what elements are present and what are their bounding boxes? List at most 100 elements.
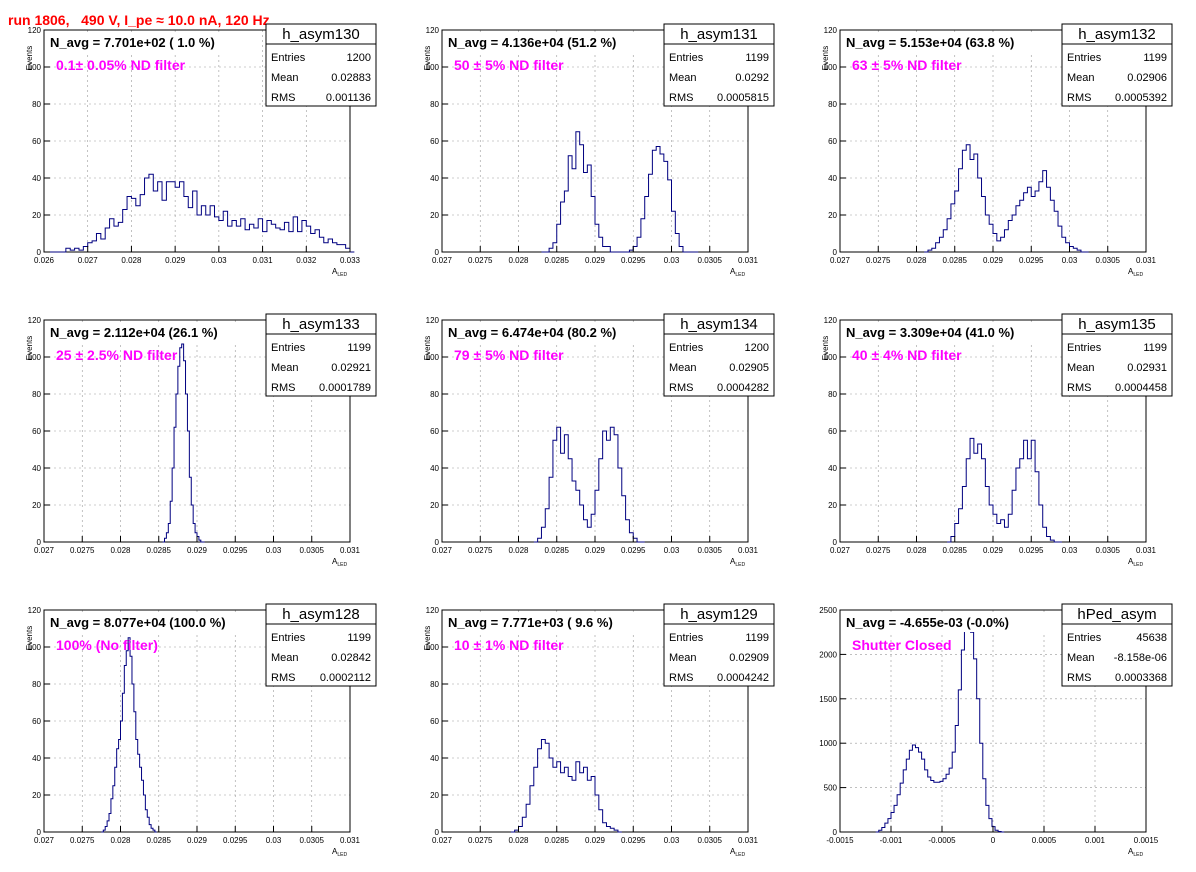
x-tick-label: 0.028 [906, 256, 927, 265]
y-tick-label: 40 [828, 174, 837, 183]
navg-label: N_avg = 7.771e+03 ( 9.6 %) [448, 615, 613, 630]
x-tick-label: 0.0275 [866, 256, 891, 265]
x-tick-label: 0.031 [738, 836, 759, 845]
histogram-name: h_asym134 [680, 316, 758, 333]
x-tick-label: 0.001 [1085, 836, 1106, 845]
y-tick-label: 40 [32, 464, 41, 473]
x-tick-label: -0.0015 [826, 836, 854, 845]
histogram-series [510, 739, 622, 833]
navg-label: N_avg = 5.153e+04 (63.8 %) [846, 35, 1014, 50]
y-tick-label: 1000 [819, 739, 837, 748]
x-tick-label: 0.029 [165, 256, 186, 265]
y-tick-label: 40 [430, 464, 439, 473]
y-tick-label: 2500 [819, 606, 837, 615]
filter-note: 0.1± 0.05% ND filter [56, 57, 186, 73]
stat-label-mean: Mean [669, 652, 697, 664]
stat-value-entries: 1199 [745, 52, 769, 64]
x-tick-label: 0.029 [585, 256, 606, 265]
y-tick-label: 80 [828, 390, 837, 399]
y-tick-label: 1500 [819, 695, 837, 704]
x-axis-label: ALED [1128, 557, 1143, 568]
filter-note: 63 ± 5% ND filter [852, 57, 962, 73]
stats-box [1061, 603, 1173, 687]
y-tick-label: 120 [824, 316, 838, 325]
x-tick-label: 0.027 [78, 256, 99, 265]
histogram-name: h_asym130 [282, 26, 360, 43]
x-tick-label: 0.028 [508, 836, 529, 845]
y-tick-label: 60 [828, 137, 837, 146]
y-axis-label: Events [423, 336, 432, 360]
histogram-series [162, 343, 205, 543]
stat-label-entries: Entries [669, 632, 704, 644]
panel-hPed_asym: -0.0015 -0.001 -0.0005 0 0.0005 0.001 0.0015 0 5… [819, 603, 1173, 858]
y-tick-label: 120 [426, 316, 440, 325]
panel-h_asym135: 0.027 0.0275 0.028 0.0285 0.029 0.0295 0.03 0.0… [821, 313, 1173, 568]
y-tick-label: 60 [32, 717, 41, 726]
stat-label-entries: Entries [669, 342, 704, 354]
stats-box [1061, 23, 1173, 107]
x-tick-label: 0.03 [664, 256, 680, 265]
x-tick-label: 0.0285 [147, 836, 172, 845]
x-tick-label: 0.0295 [621, 256, 646, 265]
panel-h_asym128: 0.027 0.0275 0.028 0.0285 0.029 0.0295 0.03 0.0… [25, 603, 377, 858]
x-axis-label: ALED [1128, 267, 1143, 278]
x-tick-label: 0.026 [34, 256, 55, 265]
x-tick-label: 0.031 [253, 256, 274, 265]
histogram-name: h_asym132 [1078, 26, 1156, 43]
x-tick-label: 0.0275 [866, 546, 891, 555]
filter-note: 25 ± 2.5% ND filter [56, 347, 178, 363]
figure-title: run 1806, 490 V, I_pe ≈ 10.0 nA, 120 Hz [8, 12, 270, 28]
y-tick-label: 20 [32, 501, 41, 510]
stat-value-mean: 0.02921 [331, 362, 371, 374]
x-tick-label: 0.03 [266, 836, 282, 845]
y-tick-label: 40 [430, 174, 439, 183]
stat-label-entries: Entries [271, 52, 306, 64]
navg-background [46, 612, 256, 632]
stat-value-entries: 1199 [1143, 52, 1167, 64]
x-tick-label: 0.0305 [1096, 256, 1121, 265]
x-tick-label: 0.027 [830, 546, 851, 555]
y-tick-label: 20 [32, 211, 41, 220]
x-tick-label: 0 [991, 836, 996, 845]
y-axis-label: Events [25, 626, 34, 650]
x-tick-label: 0.0295 [223, 836, 248, 845]
navg-label: N_avg = 6.474e+04 (80.2 %) [448, 325, 616, 340]
y-tick-label: 0 [37, 828, 42, 837]
x-tick-label: 0.0305 [300, 546, 325, 555]
x-axis-label: ALED [332, 847, 347, 858]
y-tick-label: 20 [828, 211, 837, 220]
x-axis-label: ALED [1128, 847, 1143, 858]
stat-value-entries: 1199 [745, 632, 769, 644]
y-tick-label: 20 [430, 211, 439, 220]
stat-value-mean: 0.02931 [1127, 362, 1167, 374]
stat-value-mean: 0.02883 [331, 72, 371, 84]
x-tick-label: 0.0285 [545, 546, 570, 555]
filter-note: Shutter Closed [852, 637, 952, 653]
stat-label-entries: Entries [271, 342, 306, 354]
stat-value-entries: 1199 [347, 632, 371, 644]
x-tick-label: 0.029 [187, 546, 208, 555]
x-axis-label: ALED [730, 267, 745, 278]
histogram-name: h_asym135 [1078, 316, 1156, 333]
histogram-series [44, 173, 355, 253]
navg-label: N_avg = 8.077e+04 (100.0 %) [50, 615, 226, 630]
stat-label-rms: RMS [271, 672, 295, 684]
x-tick-label: 0.03 [664, 836, 680, 845]
y-tick-label: 80 [430, 390, 439, 399]
y-tick-label: 60 [430, 137, 439, 146]
x-tick-label: 0.0305 [698, 256, 723, 265]
stat-value-entries: 1200 [745, 342, 769, 354]
navg-background [444, 32, 654, 52]
y-tick-label: 500 [824, 784, 838, 793]
x-tick-label: 0.029 [983, 546, 1004, 555]
panel-h_asym132: 0.027 0.0275 0.028 0.0285 0.029 0.0295 0.03 0.0… [821, 23, 1173, 278]
stat-label-mean: Mean [669, 362, 697, 374]
x-tick-label: 0.028 [508, 546, 529, 555]
y-tick-label: 0 [435, 828, 440, 837]
x-tick-label: 0.03 [266, 546, 282, 555]
histogram-series [541, 131, 699, 253]
x-tick-label: 0.0295 [223, 546, 248, 555]
x-tick-label: 0.0275 [468, 546, 493, 555]
stat-value-rms: 0.0004242 [717, 672, 769, 684]
